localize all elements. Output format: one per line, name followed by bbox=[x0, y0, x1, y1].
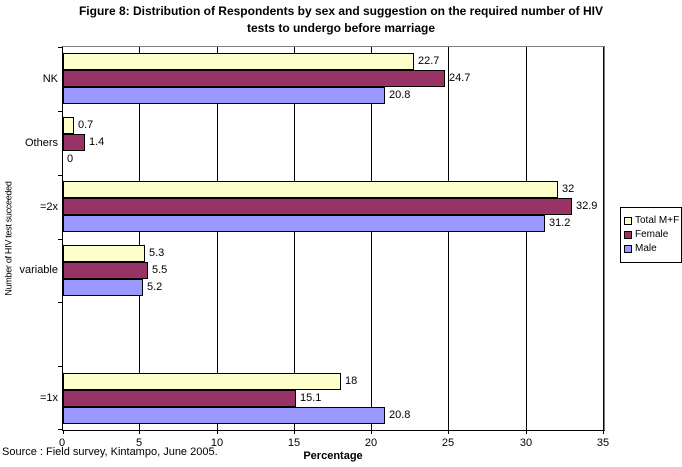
y-axis-tick-6 bbox=[58, 429, 63, 430]
gridline-20 bbox=[371, 47, 372, 430]
bar-value-female-=2x: 32.9 bbox=[576, 200, 598, 212]
gridline-15 bbox=[294, 47, 295, 430]
legend-label-female: Female bbox=[635, 229, 669, 240]
gridline-30 bbox=[526, 47, 527, 430]
y-axis-tick-1 bbox=[58, 111, 63, 112]
legend-item-female: Female bbox=[624, 229, 678, 241]
x-axis-tick-15 bbox=[294, 430, 295, 434]
bar-female-=1x bbox=[63, 390, 296, 407]
x-tick-label-20: 20 bbox=[364, 437, 378, 449]
legend-swatch-male bbox=[624, 245, 632, 253]
legend-swatch-total-m-f bbox=[624, 217, 632, 225]
y-axis-tick-2 bbox=[58, 175, 63, 176]
bar-value-female-variable: 5.5 bbox=[152, 264, 168, 276]
legend: Total M+F Female Male bbox=[620, 207, 682, 263]
bar-value-total-m-f-=2x: 32 bbox=[562, 183, 575, 195]
chart-title-line-1: Figure 8: Distribution of Respondents by… bbox=[78, 4, 604, 18]
bar-value-male-Others: 0 bbox=[67, 153, 74, 165]
gridline-10 bbox=[217, 47, 218, 430]
bar-value-male-variable: 5.2 bbox=[147, 281, 163, 293]
x-axis-tick-20 bbox=[371, 430, 372, 434]
gridline-25 bbox=[448, 47, 449, 430]
bar-total-m-f-Others bbox=[63, 117, 74, 134]
bar-female-NK bbox=[63, 70, 445, 87]
source-note: Source : Field survey, Kintampo, June 20… bbox=[2, 446, 218, 458]
legend-item-male: Male bbox=[624, 243, 678, 255]
x-axis-tick-5 bbox=[139, 430, 140, 434]
bar-total-m-f-NK bbox=[63, 53, 414, 70]
y-axis-tick-3 bbox=[58, 239, 63, 240]
bar-value-female-=1x: 15.1 bbox=[300, 392, 322, 404]
y-axis-tick-4 bbox=[58, 302, 63, 303]
x-axis-title: Percentage bbox=[303, 450, 363, 462]
gridline-5 bbox=[139, 47, 140, 430]
x-axis-tick-10 bbox=[217, 430, 218, 434]
category-label-variable: variable bbox=[19, 264, 58, 276]
x-tick-label-25: 25 bbox=[441, 437, 455, 449]
legend-label-total-m-f: Total M+F bbox=[635, 215, 680, 226]
gridline-35 bbox=[603, 47, 604, 430]
x-axis-tick-35 bbox=[603, 430, 604, 434]
bar-value-male-=2x: 31.2 bbox=[549, 217, 571, 229]
bar-female-variable bbox=[63, 262, 148, 279]
bar-value-female-Others: 1.4 bbox=[89, 136, 105, 148]
category-label--2x: =2x bbox=[39, 201, 58, 213]
bar-male-NK bbox=[63, 87, 385, 104]
bar-male-variable bbox=[63, 279, 143, 296]
chart-title-line-2: tests to undergo before marriage bbox=[246, 21, 436, 35]
legend-label-male: Male bbox=[635, 243, 657, 254]
bar-value-total-m-f-NK: 22.7 bbox=[418, 55, 440, 67]
legend-swatch-female bbox=[624, 231, 632, 239]
y-axis-tick-5 bbox=[58, 366, 63, 367]
bar-total-m-f-variable bbox=[63, 245, 145, 262]
chart-title: Figure 8: Distribution of Respondents by… bbox=[0, 3, 682, 37]
x-tick-label-35: 35 bbox=[596, 437, 610, 449]
x-axis-tick-30 bbox=[526, 430, 527, 434]
x-tick-label-30: 30 bbox=[519, 437, 533, 449]
bar-value-total-m-f-Others: 0.7 bbox=[78, 119, 94, 131]
category-label-nk: NK bbox=[42, 73, 58, 85]
category-label--1x: =1x bbox=[39, 392, 58, 404]
bar-total-m-f-=2x bbox=[63, 181, 558, 198]
legend-item-total-m-f: Total M+F bbox=[624, 215, 680, 227]
bar-value-female-NK: 24.7 bbox=[449, 72, 471, 84]
y-axis-tick-0 bbox=[58, 47, 63, 48]
x-tick-label-0: 0 bbox=[58, 437, 66, 449]
x-tick-label-15: 15 bbox=[287, 437, 301, 449]
bar-male-=2x bbox=[63, 215, 545, 232]
bar-total-m-f-=1x bbox=[63, 373, 341, 390]
x-tick-label-5: 5 bbox=[135, 437, 143, 449]
bar-value-total-m-f-variable: 5.3 bbox=[149, 247, 165, 259]
bar-male-=1x bbox=[63, 407, 385, 424]
x-tick-label-10: 10 bbox=[210, 437, 224, 449]
bar-value-male-NK: 20.8 bbox=[389, 89, 411, 101]
y-axis-title: Number of HIV test succeeded bbox=[3, 181, 14, 296]
bar-female-=2x bbox=[63, 198, 572, 215]
plot-area: 0 5 10 15 20 25 30 35 NK 22.7 24.7 20.8 Others 0.7 1.4… bbox=[19, 46, 609, 449]
category-label-others: Others bbox=[24, 137, 58, 149]
bar-value-total-m-f-=1x: 18 bbox=[345, 375, 358, 387]
bar-value-male-=1x: 20.8 bbox=[389, 409, 411, 421]
bar-female-Others bbox=[63, 134, 85, 151]
x-axis-tick-0 bbox=[63, 430, 64, 434]
x-axis-tick-25 bbox=[448, 430, 449, 434]
